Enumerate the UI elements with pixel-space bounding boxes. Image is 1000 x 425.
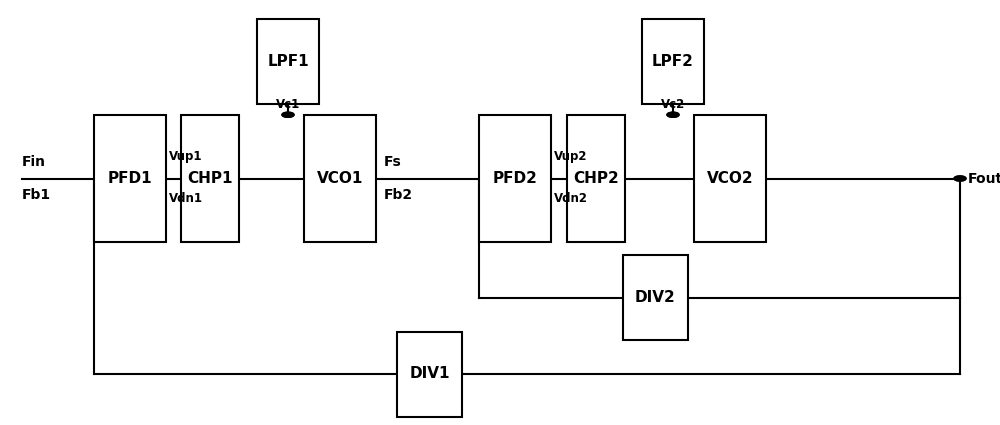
- Text: Fout: Fout: [968, 172, 1000, 185]
- Bar: [304, 115, 376, 242]
- Text: PFD2: PFD2: [493, 171, 537, 186]
- Text: Vdn1: Vdn1: [169, 193, 203, 205]
- Bar: [397, 332, 462, 416]
- Bar: [479, 115, 551, 242]
- Circle shape: [954, 176, 966, 181]
- Text: VCO1: VCO1: [317, 171, 363, 186]
- Bar: [567, 115, 625, 242]
- Circle shape: [282, 112, 294, 117]
- Text: CHP1: CHP1: [187, 171, 233, 186]
- Text: Vc1: Vc1: [276, 97, 300, 110]
- Text: Vc2: Vc2: [661, 97, 685, 110]
- Circle shape: [954, 176, 966, 181]
- Text: DIV2: DIV2: [635, 290, 675, 305]
- Text: LPF2: LPF2: [652, 54, 694, 69]
- Bar: [694, 115, 766, 242]
- Circle shape: [667, 112, 679, 117]
- Text: LPF1: LPF1: [267, 54, 309, 69]
- Text: Fin: Fin: [22, 156, 46, 169]
- Text: Vup1: Vup1: [169, 150, 202, 163]
- Text: CHP2: CHP2: [573, 171, 619, 186]
- Text: PFD1: PFD1: [108, 171, 152, 186]
- Circle shape: [282, 112, 294, 117]
- Text: VCO2: VCO2: [707, 171, 753, 186]
- Circle shape: [667, 112, 679, 117]
- Text: Vup2: Vup2: [554, 150, 588, 163]
- Text: Fb2: Fb2: [384, 188, 413, 201]
- Bar: [257, 19, 319, 104]
- Text: Fs: Fs: [384, 156, 402, 169]
- Text: Vdn2: Vdn2: [554, 193, 588, 205]
- Bar: [622, 255, 688, 340]
- Bar: [181, 115, 239, 242]
- Text: DIV1: DIV1: [410, 366, 450, 382]
- Text: Fb1: Fb1: [22, 188, 51, 201]
- Bar: [642, 19, 704, 104]
- Bar: [94, 115, 166, 242]
